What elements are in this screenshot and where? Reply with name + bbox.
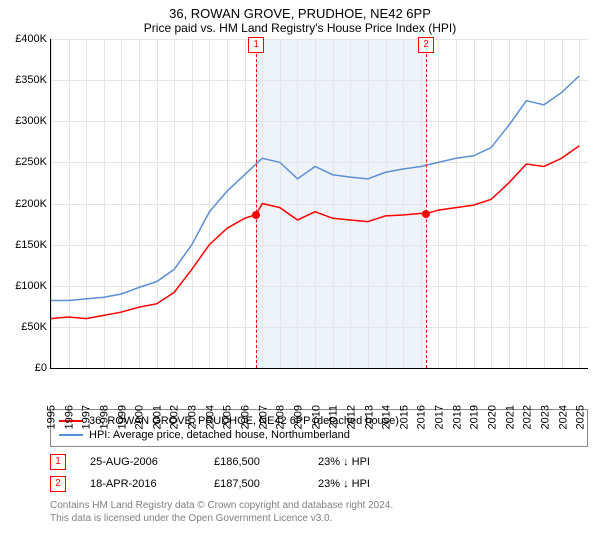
x-tick-label: 2021: [501, 405, 516, 429]
event-row-pct: 23% ↓ HPI: [318, 478, 408, 490]
x-tick-label: 2008: [272, 405, 287, 429]
footer-line: This data is licensed under the Open Gov…: [50, 512, 588, 525]
x-tick-label: 2011: [325, 405, 340, 429]
x-tick-label: 1998: [95, 405, 110, 429]
event-row-price: £187,500: [214, 478, 294, 490]
x-tick-label: 2019: [466, 405, 481, 429]
event-line: [426, 39, 427, 368]
x-axis: 1995199619971998199920002001200220032004…: [50, 369, 588, 405]
x-tick-label: 2022: [519, 405, 534, 429]
y-tick-label: £200K: [15, 198, 51, 210]
x-tick-label: 2014: [378, 405, 393, 429]
chart-container: 36, ROWAN GROVE, PRUDHOE, NE42 6PP Price…: [0, 0, 600, 560]
x-tick-label: 2020: [483, 405, 498, 429]
event-row-price: £186,500: [214, 456, 294, 468]
y-tick-label: £350K: [15, 74, 51, 86]
page-title: 36, ROWAN GROVE, PRUDHOE, NE42 6PP: [0, 0, 600, 21]
series-price_paid: [51, 146, 579, 319]
x-tick-label: 2005: [219, 405, 234, 429]
chart-plot-area: £0£50K£100K£150K£200K£250K£300K£350K£400…: [50, 39, 588, 369]
y-tick-label: £400K: [15, 33, 51, 45]
event-row-badge: 2: [50, 476, 66, 492]
x-tick-label: 2004: [201, 405, 216, 429]
x-tick-label: 2002: [166, 405, 181, 429]
y-tick-label: £250K: [15, 156, 51, 168]
y-tick-label: £300K: [15, 115, 51, 127]
event-badge: 2: [418, 37, 434, 53]
x-tick-label: 2009: [289, 405, 304, 429]
event-row: 1 25-AUG-2006 £186,500 23% ↓ HPI: [50, 451, 588, 473]
series-layer: [51, 39, 588, 368]
x-tick-label: 1995: [43, 405, 58, 429]
x-tick-label: 2003: [184, 405, 199, 429]
x-tick-label: 2015: [395, 405, 410, 429]
x-tick-label: 2023: [536, 405, 551, 429]
series-hpi: [51, 76, 579, 301]
x-tick-label: 1997: [78, 405, 93, 429]
footer-line: Contains HM Land Registry data © Crown c…: [50, 499, 588, 512]
y-tick-label: £50K: [21, 321, 51, 333]
legend-row: HPI: Average price, detached house, Nort…: [59, 428, 579, 442]
x-tick-label: 2006: [237, 405, 252, 429]
x-tick-label: 2000: [131, 405, 146, 429]
event-line: [256, 39, 257, 368]
event-row-badge: 1: [50, 454, 66, 470]
y-tick-label: £100K: [15, 280, 51, 292]
footer-attribution: Contains HM Land Registry data © Crown c…: [50, 499, 588, 525]
event-row-pct: 23% ↓ HPI: [318, 456, 408, 468]
x-tick-label: 2012: [342, 405, 357, 429]
x-tick-label: 2007: [254, 405, 269, 429]
event-row-date: 18-APR-2016: [90, 478, 190, 490]
events-table: 1 25-AUG-2006 £186,500 23% ↓ HPI 2 18-APR-201…: [50, 451, 588, 495]
event-dot: [252, 211, 260, 219]
x-tick-label: 1996: [60, 405, 75, 429]
x-tick-label: 2016: [413, 405, 428, 429]
legend-label: HPI: Average price, detached house, Nort…: [89, 429, 350, 441]
x-tick-label: 2018: [448, 405, 463, 429]
y-tick-label: £150K: [15, 239, 51, 251]
x-tick-label: 2013: [360, 405, 375, 429]
event-dot: [422, 210, 430, 218]
x-tick-label: 2010: [307, 405, 322, 429]
event-row: 2 18-APR-2016 £187,500 23% ↓ HPI: [50, 473, 588, 495]
x-tick-label: 2025: [572, 405, 587, 429]
x-tick-label: 2024: [554, 405, 569, 429]
y-tick-label: £0: [35, 362, 51, 374]
event-row-date: 25-AUG-2006: [90, 456, 190, 468]
x-tick-label: 1999: [113, 405, 128, 429]
x-tick-label: 2017: [431, 405, 446, 429]
legend-swatch: [59, 434, 83, 436]
event-badge: 1: [248, 37, 264, 53]
x-tick-label: 2001: [148, 405, 163, 429]
page-subtitle: Price paid vs. HM Land Registry's House …: [0, 21, 600, 39]
